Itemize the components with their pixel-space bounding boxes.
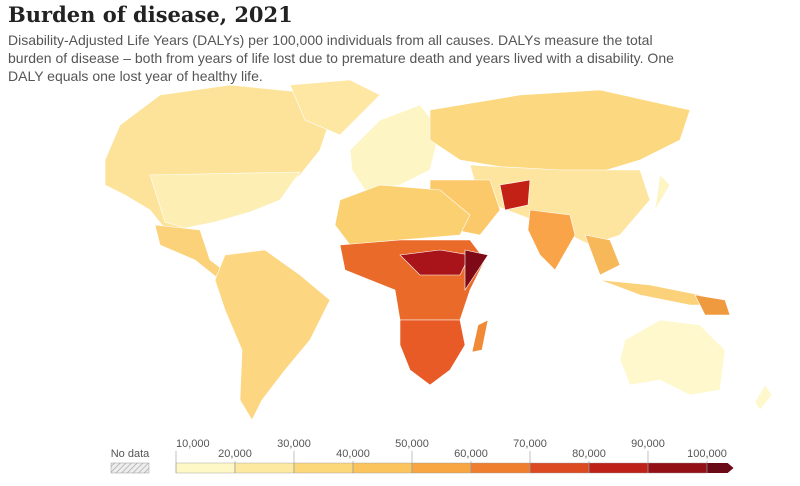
color-bin [529, 462, 590, 474]
madagascar [471, 319, 489, 353]
color-bin [470, 462, 531, 474]
world-map [104, 79, 773, 421]
legend-tick-label: 60,000 [454, 448, 488, 460]
color-bin [411, 462, 472, 474]
color-bin [588, 462, 649, 474]
australia [619, 319, 726, 396]
legend-tick-label: 40,000 [336, 448, 370, 460]
south-america [214, 249, 331, 421]
central-africa [339, 239, 486, 321]
somalia [464, 249, 489, 292]
southeast-asia [584, 234, 621, 276]
legend: No data 10,000 20,000 30,000 40,000 50,000 60… [110, 438, 734, 474]
southern-africa [399, 319, 466, 386]
color-bin-arrow [707, 463, 734, 473]
europe [349, 104, 441, 191]
greenland [289, 79, 381, 136]
north-africa [334, 184, 471, 246]
united-states [149, 171, 301, 229]
legend-tick-label: 70,000 [513, 438, 547, 450]
india [527, 209, 576, 271]
subtitle-box: Disability-Adjusted Life Years (DALYs) p… [8, 32, 674, 84]
title: Burden of disease, 2021 [8, 2, 293, 27]
subtitle: Disability-Adjusted Life Years (DALYs) p… [8, 32, 674, 84]
papua-new-guinea [694, 294, 731, 316]
russia [429, 89, 691, 176]
color-bin [647, 462, 708, 474]
new-zealand [754, 384, 773, 411]
legend-tick-label: 50,000 [395, 438, 429, 450]
legend-tick-label: 20,000 [218, 448, 252, 460]
color-bin [293, 462, 354, 474]
legend-tick-label: 90,000 [631, 438, 665, 450]
no-data-label: No data [111, 448, 150, 460]
legend-tick-label: 30,000 [277, 438, 311, 450]
no-data-swatch [110, 462, 150, 474]
legend-tick-label: 100,000 [687, 448, 727, 460]
legend-tick-label: 80,000 [572, 448, 606, 460]
color-bin [234, 462, 295, 474]
color-bin [175, 462, 236, 474]
color-bin [352, 462, 413, 474]
legend-tick-label: 10,000 [176, 438, 210, 450]
afghanistan [499, 179, 531, 211]
japan [654, 174, 671, 211]
